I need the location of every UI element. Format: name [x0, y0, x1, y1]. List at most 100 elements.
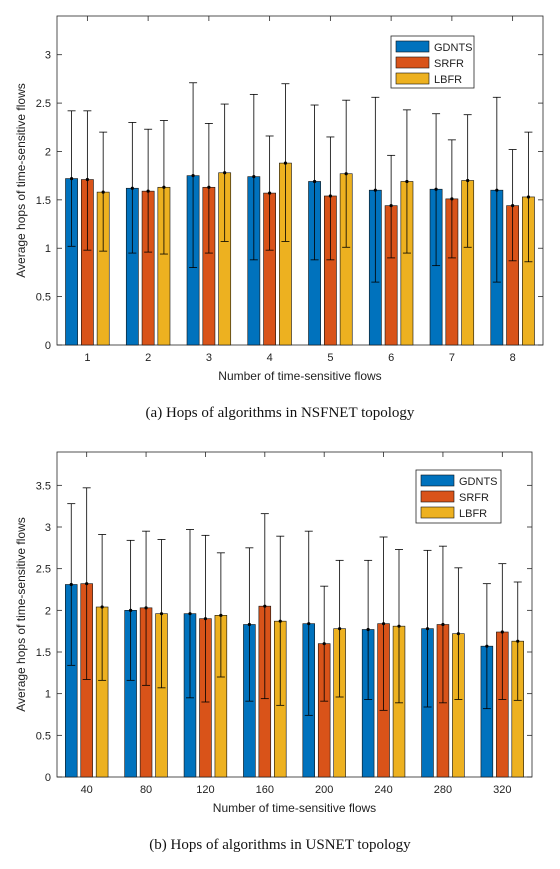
y-tick-label: 0.5 [36, 292, 51, 304]
mean-marker [466, 178, 470, 183]
mean-marker [146, 189, 150, 193]
x-tick-label: 1 [84, 352, 90, 364]
mean-marker [312, 179, 317, 184]
mean-marker [516, 639, 520, 643]
x-tick-label: 240 [374, 784, 392, 796]
mean-marker [307, 622, 311, 626]
mean-marker [511, 204, 515, 208]
y-axis-label: Average hops of time-sensitive flows [14, 517, 28, 712]
legend-swatch-gdnts [395, 40, 430, 53]
x-tick-label: 280 [434, 784, 452, 796]
caption-a: (a) Hops of algorithms in NSFNET topolog… [145, 405, 415, 421]
mean-marker [344, 172, 348, 176]
mean-marker [366, 627, 370, 632]
x-tick-label: 120 [196, 784, 214, 796]
y-tick-label: 1.5 [36, 647, 51, 659]
x-axis-label: Number of time-sensitive flows [218, 369, 381, 383]
y-axis-label: Average hops of time-sensitive flows [14, 83, 28, 278]
legend-swatch-lbfr [395, 72, 430, 85]
mean-marker [500, 630, 504, 634]
caption-b: (b) Hops of algorithms in USNET topology [149, 837, 411, 853]
mean-marker [434, 187, 438, 191]
mean-marker [495, 188, 499, 192]
mean-marker [188, 612, 192, 616]
y-tick-label: 1 [45, 689, 51, 701]
legend-label-gdnts: GDNTS [434, 42, 473, 54]
mean-marker [191, 174, 195, 178]
figure-b: 0 0.5 1 1.5 2 2.5 3 3.5 40 80 120 160 200 240 280 320 Nu… [0, 435, 560, 869]
mean-marker [322, 642, 326, 646]
x-tick-label: 40 [81, 784, 93, 796]
mean-marker [223, 171, 227, 175]
mean-marker [283, 161, 288, 165]
y-tick-label: 2.5 [36, 98, 51, 110]
chart-usnet: 0 0.5 1 1.5 2 2.5 3 3.5 40 80 120 160 200 240 280 320 Nu… [14, 451, 533, 815]
mean-marker [278, 619, 282, 623]
y-tick-label: 1.5 [36, 195, 51, 207]
x-tick-label: 7 [449, 352, 455, 364]
chart-nsfnet: 0 0.5 1 1.5 2 2.5 3 1 2 3 4 5 6 7 8 Number of time-sens… [14, 15, 544, 383]
legend-swatch-srfr [395, 56, 430, 69]
mean-marker [159, 612, 164, 616]
x-tick-label: 8 [510, 352, 516, 364]
mean-marker [338, 627, 342, 631]
mean-marker [69, 176, 74, 181]
y-tick-label: 3 [45, 50, 51, 62]
legend-swatch-gdnts [420, 474, 455, 487]
mean-marker [450, 197, 454, 201]
x-tick-label: 2 [145, 352, 151, 364]
mean-marker [101, 190, 105, 194]
mean-marker [144, 606, 148, 610]
mean-marker [389, 204, 393, 208]
x-tick-label: 3 [206, 352, 212, 364]
mean-marker [129, 608, 133, 612]
mean-marker [456, 632, 460, 636]
y-tick-label: 2.5 [36, 564, 51, 576]
mean-marker [69, 582, 73, 587]
mean-marker [203, 617, 208, 621]
y-tick-label: 0 [45, 340, 51, 352]
legend-label-srfr: SRFR [434, 58, 464, 70]
legend-swatch-lbfr [420, 506, 455, 519]
x-tick-label: 5 [327, 352, 333, 364]
y-tick-label: 2 [45, 146, 51, 158]
legend-label-lbfr: LBFR [459, 508, 487, 520]
mean-marker [405, 179, 409, 184]
legend-swatch-srfr [420, 490, 455, 503]
y-tick-label: 3 [45, 522, 51, 534]
mean-marker [85, 582, 89, 586]
mean-marker [130, 186, 134, 190]
y-tick-label: 2 [45, 605, 51, 617]
mean-marker [485, 644, 489, 648]
legend-label-srfr: SRFR [459, 492, 489, 504]
y-tick-label: 1 [45, 243, 51, 255]
y-tick-label: 0.5 [36, 730, 51, 742]
x-axis-label: Number of time-sensitive flows [213, 801, 376, 815]
mean-marker [219, 613, 223, 617]
mean-marker [85, 177, 89, 182]
mean-marker [100, 605, 104, 609]
x-tick-label: 320 [493, 784, 511, 796]
mean-marker [526, 195, 531, 199]
mean-marker [328, 194, 332, 198]
mean-marker [425, 627, 430, 631]
figure-a: 0 0.5 1 1.5 2 2.5 3 1 2 3 4 5 6 7 8 Number of time-sens… [0, 0, 560, 430]
mean-marker [252, 175, 256, 179]
mean-marker [268, 191, 272, 195]
mean-marker [247, 622, 251, 627]
y-tick-label: 3.5 [36, 480, 51, 492]
mean-marker [397, 624, 401, 628]
x-tick-label: 80 [140, 784, 152, 796]
x-tick-label: 160 [256, 784, 274, 796]
x-tick-label: 200 [315, 784, 333, 796]
mean-marker [263, 604, 267, 608]
mean-marker [207, 185, 211, 189]
x-tick-label: 6 [388, 352, 394, 364]
x-tick-label: 4 [267, 352, 273, 364]
mean-marker [381, 622, 386, 626]
legend-label-lbfr: LBFR [434, 74, 462, 86]
legend-label-gdnts: GDNTS [459, 476, 498, 488]
mean-marker [162, 185, 166, 189]
mean-marker [373, 188, 377, 192]
y-tick-label: 0 [45, 772, 51, 784]
